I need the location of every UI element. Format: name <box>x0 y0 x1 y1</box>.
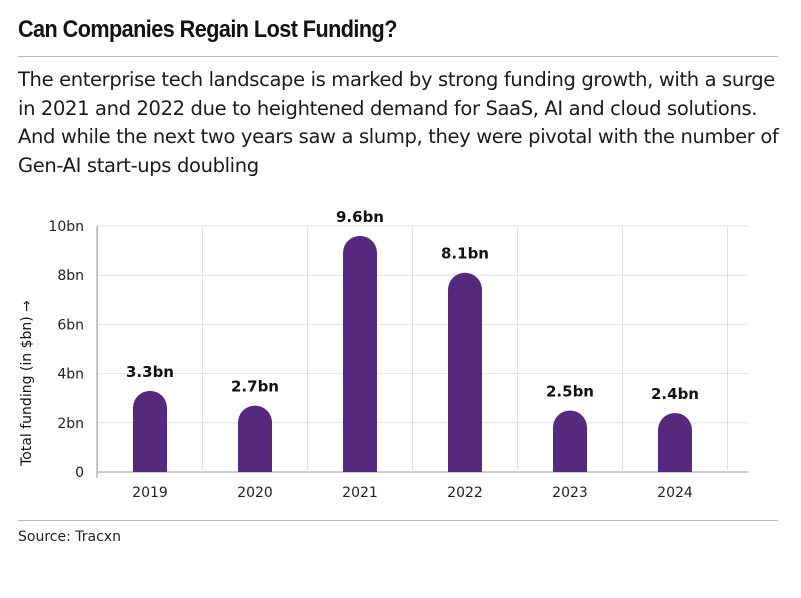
bottom-divider <box>18 520 778 521</box>
chart-grid <box>96 225 748 478</box>
y-tick-label: 2bn <box>57 416 84 432</box>
bar-value-label: 2.5bn <box>546 383 594 401</box>
bar-value-label: 3.3bn <box>126 363 174 381</box>
x-axis-ticks: 2019 2020 2021 2022 2023 2024 <box>132 485 693 501</box>
x-tick-label: 2024 <box>657 485 693 501</box>
chart-subtitle: The enterprise tech landscape is marked … <box>18 68 779 177</box>
bar-value-label: 9.6bn <box>336 208 384 226</box>
bar <box>133 390 167 472</box>
y-axis-label: Total funding (in $bn) → <box>19 300 35 467</box>
y-axis-ticks: 0 2bn 4bn 6bn 8bn 10bn <box>48 219 84 481</box>
source-note: Source: Tracxn <box>18 529 121 545</box>
y-tick-label: 8bn <box>57 268 84 284</box>
x-tick-label: 2020 <box>237 485 273 501</box>
bar-value-label: 2.7bn <box>231 378 279 396</box>
y-tick-label: 6bn <box>57 317 84 333</box>
bar-value-label: 2.4bn <box>651 385 699 403</box>
bar <box>658 412 692 472</box>
bar <box>343 235 377 472</box>
chart-data-labels: 3.3bn 2.7bn 9.6bn 8.1bn 2.5bn 2.4bn <box>126 208 699 403</box>
x-tick-label: 2022 <box>447 485 483 501</box>
x-tick-label: 2019 <box>132 485 168 501</box>
y-tick-label: 4bn <box>57 367 84 383</box>
bar <box>448 272 482 472</box>
top-divider <box>18 56 778 57</box>
chart-bars <box>133 235 692 472</box>
bar <box>553 410 587 472</box>
y-tick-label: 0 <box>75 465 84 481</box>
bar-value-label: 8.1bn <box>441 245 489 263</box>
x-tick-label: 2023 <box>552 485 588 501</box>
x-tick-label: 2021 <box>342 485 378 501</box>
bar <box>238 405 272 472</box>
chart-title: Can Companies Regain Lost Funding? <box>18 16 397 43</box>
bar-chart: 3.3bn 2.7bn 9.6bn 8.1bn 2.5bn 2.4bn 0 2bn 4bn 6b… <box>19 208 748 501</box>
y-tick-label: 10bn <box>48 219 84 235</box>
